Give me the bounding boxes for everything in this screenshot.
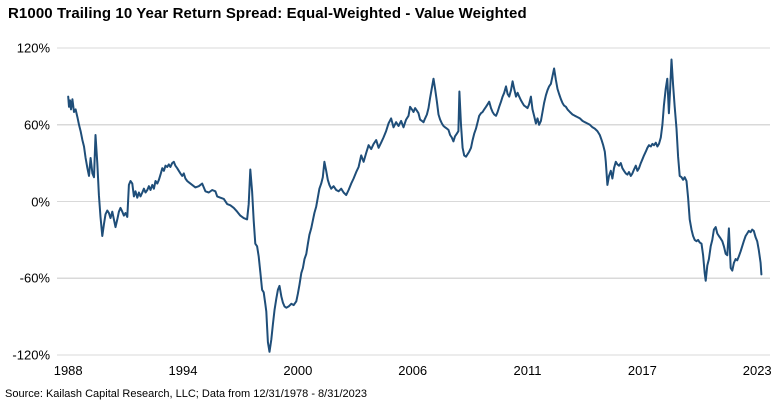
- x-axis-tick-label: 1994: [168, 363, 198, 378]
- source-note: Source: Kailash Capital Research, LLC; D…: [5, 388, 367, 400]
- x-axis-tick-label: 1988: [53, 363, 83, 378]
- y-axis-tick-label: -60%: [19, 270, 50, 286]
- x-axis-tick-label: 2006: [398, 363, 428, 378]
- y-axis-tick-label: 60%: [23, 117, 50, 133]
- x-axis-tick-label: 2023: [742, 363, 772, 378]
- y-axis-tick-label: 120%: [16, 40, 50, 56]
- chart-title: R1000 Trailing 10 Year Return Spread: Eq…: [8, 5, 527, 22]
- spread-line-series: [67, 58, 763, 353]
- x-axis-tick-label: 2011: [513, 363, 542, 378]
- y-axis-tick-label: -120%: [12, 347, 50, 363]
- x-axis-tick-label: 2000: [283, 363, 313, 378]
- y-axis-tick-label: 0%: [31, 194, 50, 209]
- x-axis-tick-label: 2017: [627, 363, 657, 378]
